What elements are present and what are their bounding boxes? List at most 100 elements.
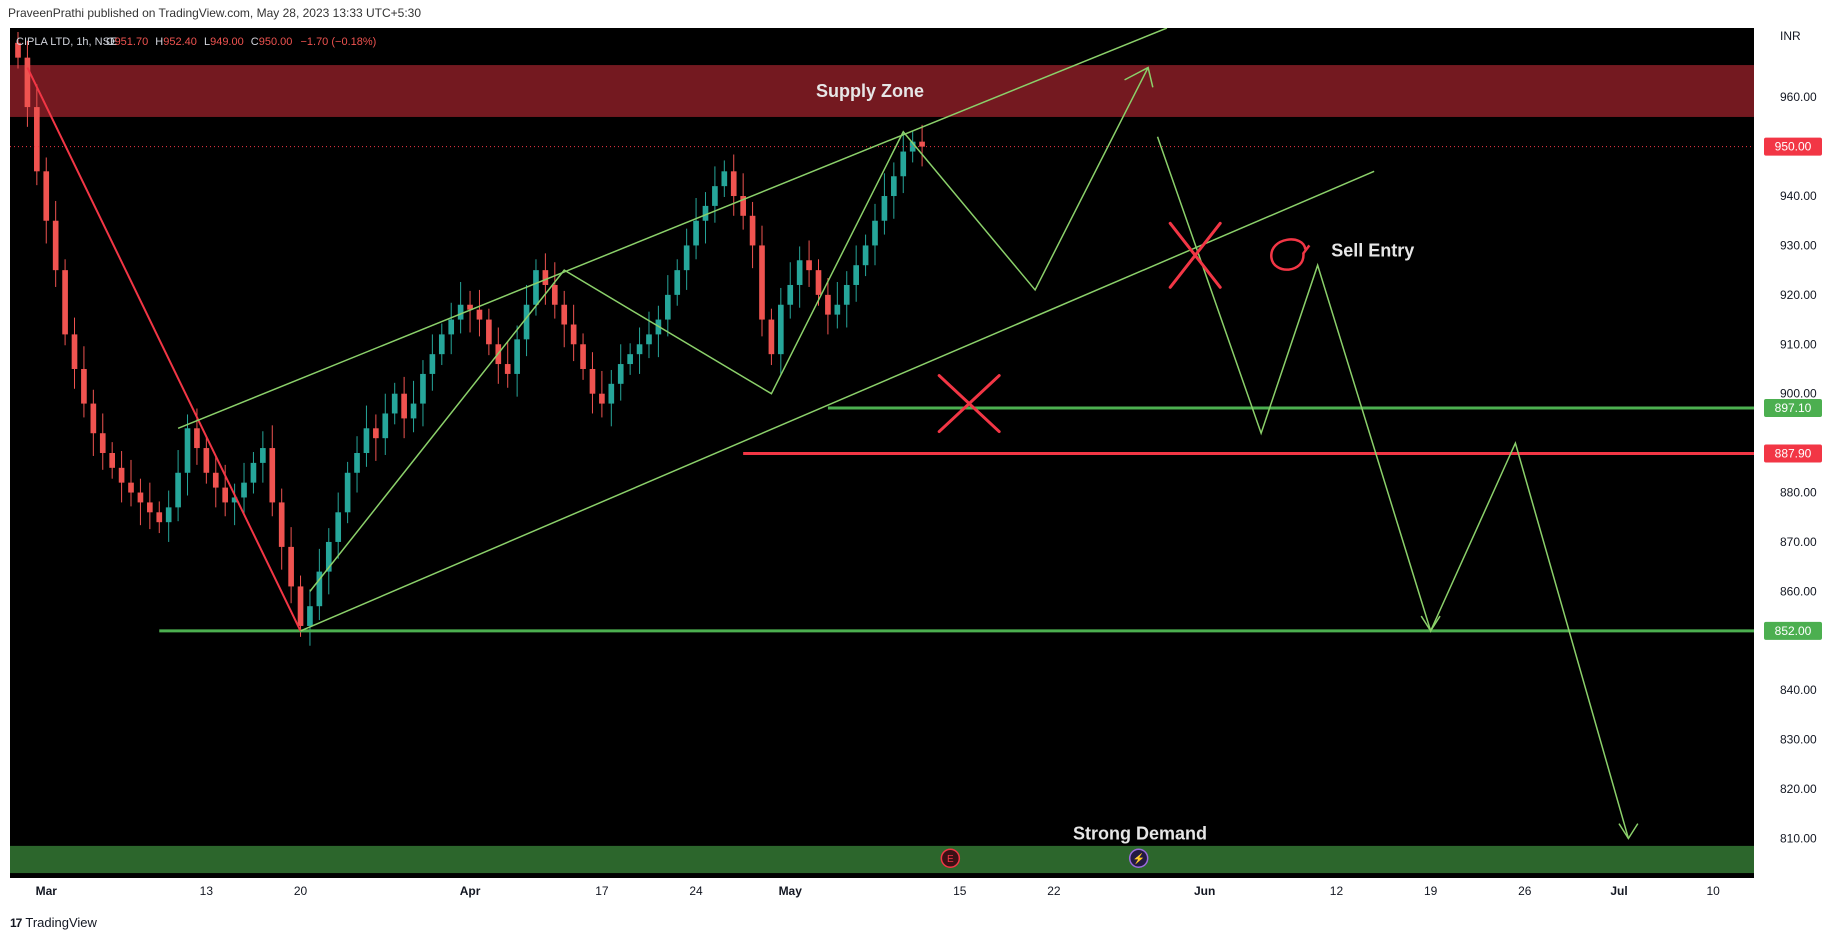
- candle-body: [297, 586, 304, 626]
- price-tick-label: 910.00: [1780, 337, 1817, 351]
- downtrend-line: [26, 67, 302, 632]
- candle-body: [391, 393, 398, 414]
- candle-body: [354, 453, 360, 473]
- time-tick-label: 24: [689, 884, 703, 898]
- candle-body: [702, 205, 709, 221]
- projection-path: [1156, 136, 1630, 839]
- high-label: H: [155, 36, 163, 48]
- drawings-layer: [10, 27, 1754, 840]
- candle-body: [401, 393, 407, 419]
- candle-body: [683, 245, 690, 271]
- price-tag-label: 950.00: [1775, 140, 1812, 154]
- candle-body: [730, 171, 737, 197]
- projection-arrow-head: [1420, 615, 1441, 633]
- price-tag: [1764, 399, 1822, 418]
- candle-body: [373, 428, 379, 439]
- candle-body: [787, 284, 794, 305]
- time-tick-label: 15: [953, 884, 967, 898]
- projection-arrow-head: [1618, 823, 1639, 840]
- candle-body: [806, 260, 812, 271]
- time-tick-label: 13: [200, 884, 214, 898]
- candle-body: [81, 368, 87, 404]
- open-label: O: [106, 36, 115, 48]
- zones-layer: [10, 65, 1754, 874]
- tradingview-footer[interactable]: 17 TradingView: [10, 915, 97, 930]
- tradingview-logo-icon: 17: [10, 915, 22, 930]
- price-tick-label: 900.00: [1780, 387, 1817, 401]
- swing-zigzag: [309, 67, 1149, 592]
- candle-body: [749, 215, 756, 246]
- candle-body: [90, 403, 97, 434]
- price-chart[interactable]: Supply Zone Strong Demand Sell Entry E ⚡ 960…: [10, 27, 1834, 903]
- candle-body: [307, 606, 313, 626]
- candle-body: [438, 334, 445, 355]
- candle-body: [542, 270, 549, 285]
- time-tick-label: 22: [1047, 884, 1061, 898]
- price-tag-label: 852.00: [1775, 624, 1812, 638]
- candle-body: [533, 270, 539, 305]
- candle-body: [467, 304, 473, 310]
- candle-body: [429, 354, 436, 374]
- candle-body: [128, 482, 134, 493]
- candle-body: [34, 107, 40, 172]
- candle-body: [580, 344, 586, 369]
- candle-body: [118, 467, 125, 483]
- symbol-title: CIPLA LTD, 1h, NSE: [16, 36, 117, 48]
- candle-body: [165, 507, 172, 523]
- price-tick-label: 920.00: [1780, 288, 1817, 302]
- published-note: PraveenPrathi published on TradingView.c…: [8, 6, 422, 20]
- candle-body: [222, 487, 229, 503]
- candle-body: [71, 334, 78, 369]
- candle-body: [504, 364, 511, 374]
- price-tick-label: 820.00: [1780, 782, 1817, 796]
- candle-body: [693, 220, 699, 246]
- open-value: 951.70: [115, 36, 149, 48]
- time-tick-label: 10: [1706, 884, 1720, 898]
- price-tick-label: 810.00: [1780, 831, 1817, 845]
- candle-body: [184, 428, 191, 473]
- strong-demand-label: Strong Demand: [1073, 824, 1207, 844]
- candle-body: [43, 171, 50, 221]
- chart-container[interactable]: Supply Zone Strong Demand Sell Entry E ⚡ 960…: [10, 27, 1834, 903]
- candle-body: [260, 448, 266, 463]
- candle-body: [740, 196, 746, 216]
- candle-body: [231, 497, 238, 503]
- candle-body: [853, 265, 859, 285]
- symbol-legend[interactable]: CIPLA LTD, 1h, NSE O951.70 H952.40 L949.…: [16, 36, 376, 48]
- event-badge-glyph: E: [947, 854, 954, 865]
- candle-body: [212, 472, 219, 488]
- price-tick-label: 870.00: [1780, 535, 1817, 549]
- currency-label: INR: [1780, 29, 1801, 43]
- demand-zone: [10, 845, 1754, 874]
- candle-body: [721, 171, 728, 187]
- time-axis-background: [10, 878, 1834, 903]
- candle-body: [344, 472, 351, 513]
- candle-body: [137, 492, 144, 503]
- candle-body: [759, 245, 765, 320]
- price-tick-label: 880.00: [1780, 486, 1817, 500]
- candle-body: [900, 151, 907, 177]
- candle-body: [335, 512, 342, 542]
- price-tick-label: 940.00: [1780, 189, 1817, 203]
- tradingview-brand: TradingView: [25, 915, 97, 930]
- supply-zone-label: Supply Zone: [816, 81, 924, 101]
- candle-body: [325, 541, 332, 572]
- time-tick-label: Apr: [460, 884, 481, 898]
- candle-body: [768, 319, 775, 355]
- candle-body: [241, 482, 247, 498]
- price-tag: [1764, 621, 1822, 640]
- time-tick-label: 12: [1330, 884, 1344, 898]
- candle-body: [617, 364, 624, 384]
- candle-body: [156, 512, 163, 523]
- candle-body: [777, 304, 784, 355]
- price-axis[interactable]: 960.00 940.00 930.00 920.00 910.00 900.00 880.…: [1764, 90, 1822, 845]
- channel-lower-line: [300, 170, 1375, 632]
- price-tag: [1764, 444, 1822, 463]
- candle-body: [410, 403, 417, 419]
- candle-body: [570, 324, 577, 345]
- candle-body: [589, 368, 596, 394]
- candle-body: [815, 270, 822, 295]
- time-axis[interactable]: Mar 13 20 Apr 17 24 May 15 22 Jun 12 19 26 Jul 10: [36, 884, 1721, 898]
- arrow-head: [1124, 66, 1154, 88]
- candle-body: [674, 270, 681, 295]
